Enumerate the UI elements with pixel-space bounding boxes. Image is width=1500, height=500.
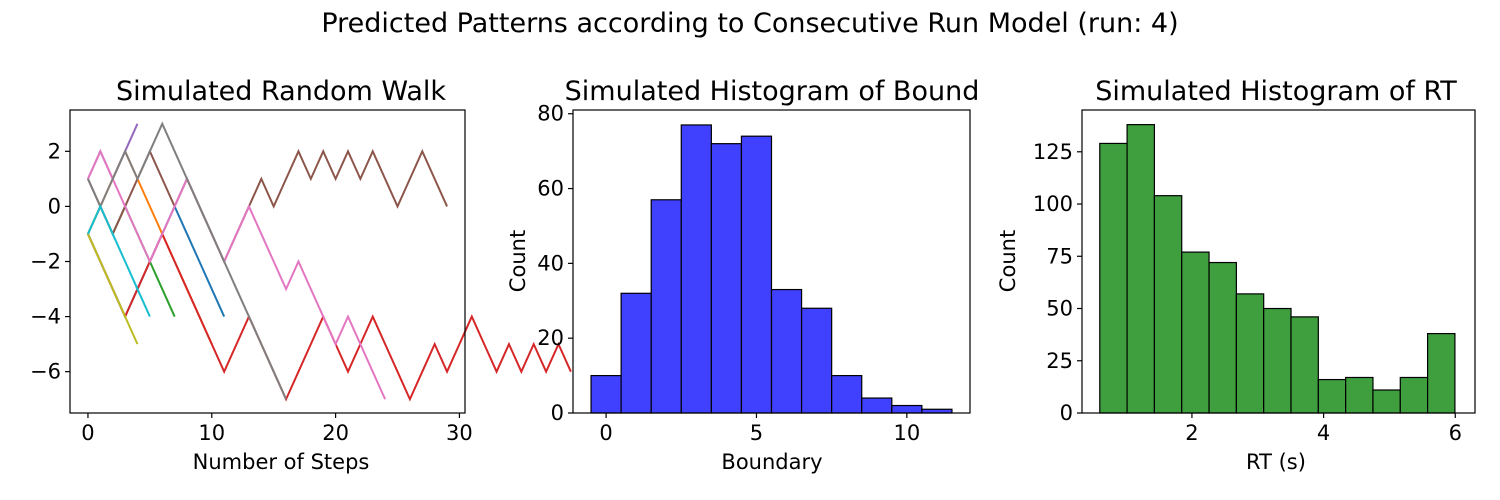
random-walk-x-tick-label: 10: [198, 421, 225, 445]
rt-histogram-bar: [1153, 195, 1183, 414]
random-walk-x-tick-label: 20: [322, 421, 349, 445]
bound-histogram-y-tick-label: 0: [551, 401, 564, 425]
bound-histogram-bar: [620, 292, 652, 414]
bound-histogram-y-tick-label: 40: [537, 251, 564, 275]
rt-histogram-y-tick-label: 50: [1046, 297, 1073, 321]
rt-histogram-bar: [1372, 389, 1401, 414]
bound-histogram-bar: [680, 124, 712, 414]
rt-histogram-x-tick-label: 6: [1449, 421, 1462, 445]
bound-histogram-x-tick-label: 10: [893, 421, 920, 445]
random-walk-x-tick-label: 0: [81, 421, 94, 445]
bound-histogram-bar: [740, 135, 773, 414]
random-walk-series-line: [87, 203, 151, 318]
rt-histogram-bar: [1263, 307, 1292, 414]
figure-title: Predicted Patterns according to Consecut…: [321, 8, 1178, 39]
random-walk-title: Simulated Random Walk: [116, 76, 446, 107]
rt-histogram-y-tick-label: 100: [1033, 192, 1073, 216]
rt-histogram-title: Simulated Histogram of RT: [1095, 76, 1457, 107]
rt-histogram-y-tick-label: 0: [1060, 401, 1073, 425]
random-walk-series-line: [87, 148, 387, 400]
rt-histogram-bar: [1235, 293, 1265, 414]
bound-histogram-bar: [831, 374, 863, 414]
random-walk-series-line: [87, 121, 287, 400]
bound-histogram-marks: [590, 124, 953, 414]
random-walk-series-line: [87, 123, 139, 182]
rt-histogram-x-axis-label: RT (s): [1246, 450, 1306, 474]
random-walk-plot-frame: [69, 109, 466, 414]
random-walk-y-tick-label: −4: [30, 305, 61, 329]
bound-histogram-bar: [770, 288, 803, 414]
bound-histogram-bar: [650, 199, 682, 414]
random-walk-series-line: [87, 231, 572, 402]
rt-histogram-bar: [1426, 332, 1456, 414]
rt-histogram-x-tick-label: 4: [1317, 421, 1330, 445]
rt-histogram-bar: [1181, 251, 1210, 414]
random-walk-x-tick-label: 30: [446, 421, 473, 445]
rt-histogram-bar: [1126, 124, 1156, 414]
random-walk-y-tick-label: −6: [30, 360, 61, 384]
rt-histogram-plot-frame: [1081, 109, 1476, 414]
bound-histogram-x-tick-label: 0: [599, 421, 612, 445]
rt-histogram-bar: [1399, 376, 1429, 414]
bound-histogram-y-axis-label: Count: [506, 230, 530, 292]
rt-histogram-y-tick-label: 25: [1046, 349, 1073, 373]
bound-histogram-bar: [800, 307, 833, 414]
bound-histogram-plot-frame: [572, 109, 971, 414]
rt-histogram-y-tick-label: 125: [1033, 140, 1073, 164]
random-walk-panel: Simulated Random Walk Number of Steps 0 1…: [30, 76, 572, 474]
random-walk-x-axis-label: Number of Steps: [193, 450, 370, 474]
bound-histogram-y-tick-label: 20: [537, 326, 564, 350]
rt-histogram-marks: [1099, 124, 1456, 414]
rt-histogram-bar: [1317, 378, 1347, 414]
rt-histogram-bar: [1208, 261, 1237, 414]
bound-histogram-x-axis-label: Boundary: [721, 450, 822, 474]
rt-histogram-y-tick-label: 75: [1046, 244, 1073, 268]
rt-histogram-panel: Simulated Histogram of RT RT (s) Count 2…: [996, 76, 1476, 474]
bound-histogram-y-tick-label: 60: [537, 177, 564, 201]
rt-histogram-bar: [1099, 142, 1128, 414]
random-walk-y-tick-label: −2: [30, 250, 61, 274]
bound-histogram-bar: [891, 404, 923, 414]
bound-histogram-bar: [590, 374, 622, 414]
random-walk-marks: [87, 121, 572, 402]
bound-histogram-title: Simulated Histogram of Bound: [565, 76, 980, 107]
random-walk-y-tick-label: 2: [48, 139, 61, 163]
rt-histogram-bar: [1290, 316, 1319, 414]
bound-histogram-bar: [861, 397, 893, 414]
rt-histogram-y-axis-label: Count: [996, 230, 1020, 292]
rt-histogram-x-tick-label: 2: [1185, 421, 1198, 445]
bound-histogram-panel: Simulated Histogram of Bound Boundary Co…: [506, 76, 979, 474]
rt-histogram-bar: [1345, 376, 1374, 414]
bound-histogram-y-tick-label: 80: [537, 102, 564, 126]
random-walk-series-line: [87, 233, 139, 345]
bound-histogram-x-tick-label: 5: [750, 421, 763, 445]
bound-histogram-bar: [710, 143, 743, 414]
random-walk-y-tick-label: 0: [48, 194, 61, 218]
